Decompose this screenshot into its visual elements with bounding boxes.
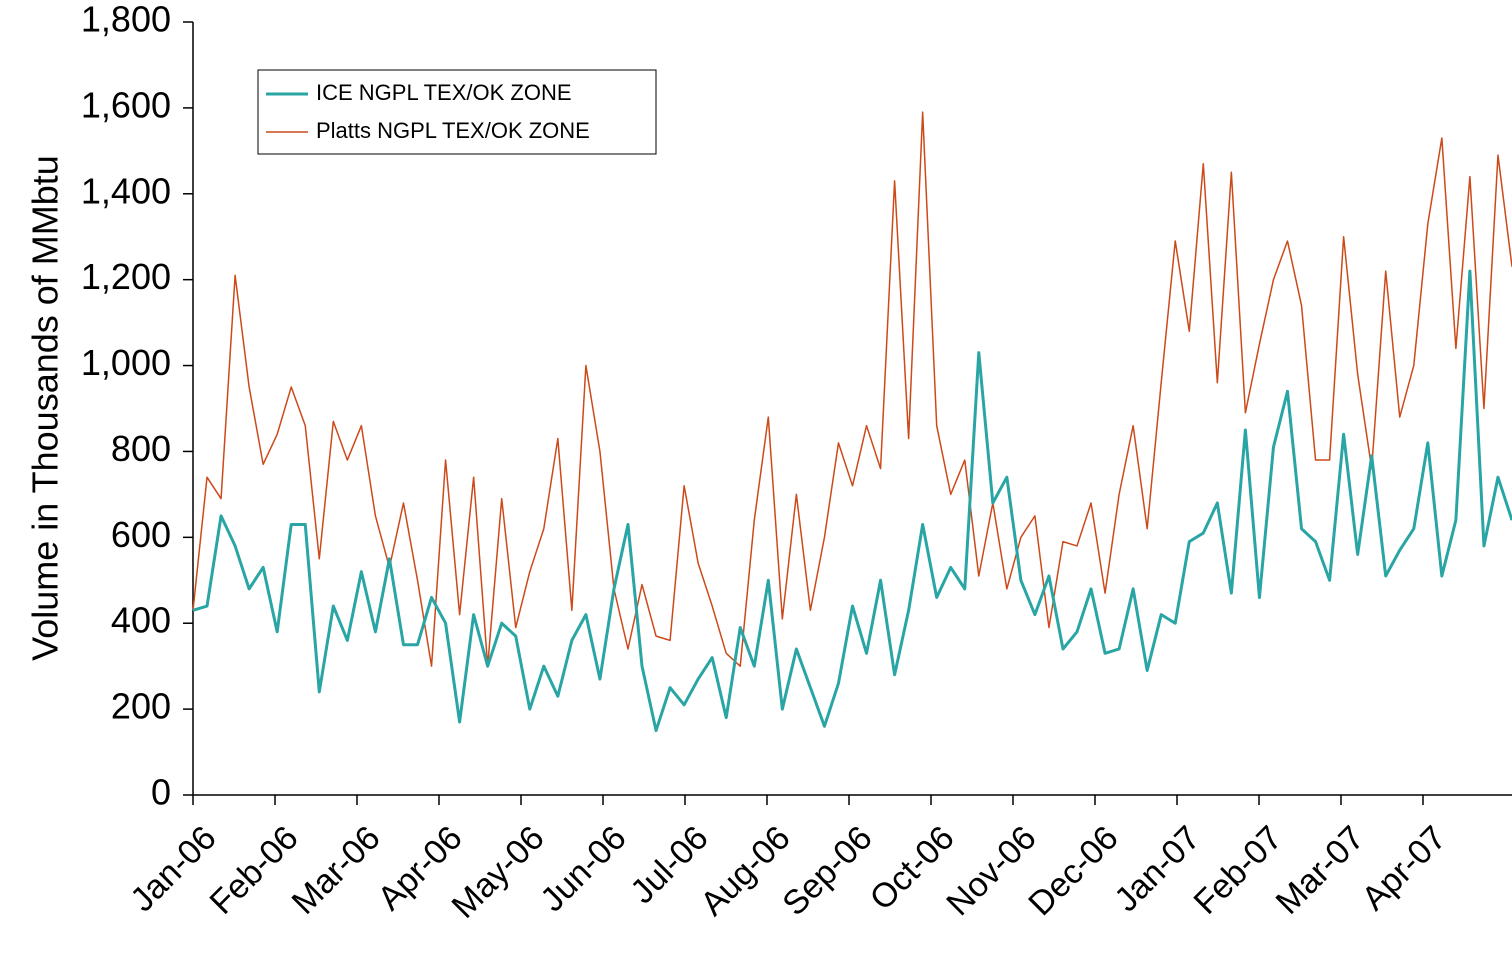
y-tick-label: 1,600 (81, 84, 171, 125)
y-tick-label: 1,800 (81, 0, 171, 40)
x-tick-label: Feb-06 (203, 819, 306, 922)
x-tick-label: Jan-07 (1107, 819, 1207, 919)
legend-label: ICE NGPL TEX/OK ZONE (316, 80, 572, 105)
legend-label: Platts NGPL TEX/OK ZONE (316, 118, 590, 143)
y-tick-label: 800 (111, 428, 171, 469)
legend-box (257, 69, 657, 155)
x-tick-label: May-06 (445, 819, 552, 926)
x-tick-label: Feb-07 (1187, 819, 1290, 922)
y-tick-label: 1,000 (81, 342, 171, 383)
x-tick-label: Sep-06 (775, 819, 879, 923)
series-line (192, 269, 1512, 733)
y-tick-label: 1,400 (81, 170, 171, 211)
x-tick-label: Jun-06 (533, 819, 633, 919)
series-line (192, 111, 1512, 667)
y-tick-label: 1,200 (81, 256, 171, 297)
x-tick-label: Apr-07 (1355, 819, 1454, 918)
y-tick-label: 400 (111, 600, 171, 641)
y-tick-label: 0 (151, 772, 171, 813)
x-tick-label: Dec-06 (1021, 819, 1125, 923)
x-tick-label: Mar-07 (1269, 819, 1372, 922)
x-tick-label: Mar-06 (285, 819, 388, 922)
y-tick-label: 600 (111, 514, 171, 555)
x-tick-label: Aug-06 (693, 819, 797, 923)
y-tick-label: 200 (111, 686, 171, 727)
x-tick-label: Nov-06 (939, 819, 1043, 923)
y-axis-label: Volume in Thousands of MMbtu (25, 155, 66, 661)
x-tick-label: Jan-06 (123, 819, 223, 919)
